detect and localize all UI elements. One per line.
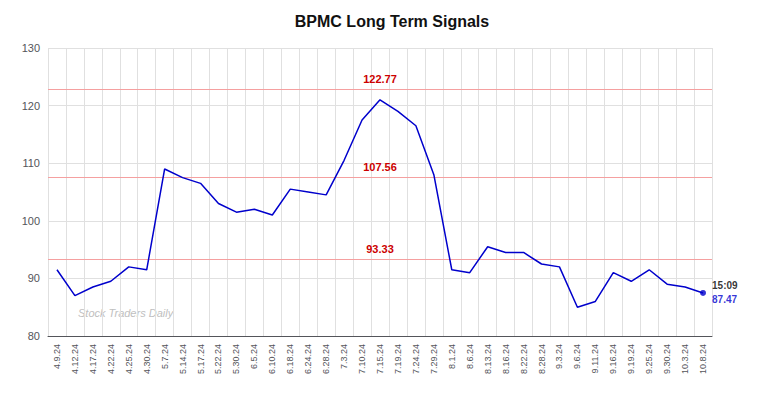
svg-text:87.47: 87.47 [712,294,737,305]
svg-text:7.15.24: 7.15.24 [375,344,385,374]
svg-text:9.3.24: 9.3.24 [554,344,564,369]
svg-text:90: 90 [28,272,40,284]
svg-text:4.25.24: 4.25.24 [124,344,134,374]
svg-text:10.8.24: 10.8.24 [698,344,708,374]
svg-text:5.17.24: 5.17.24 [196,344,206,374]
svg-text:9.6.24: 9.6.24 [572,344,582,369]
svg-text:9.25.24: 9.25.24 [644,344,654,374]
svg-text:15:09: 15:09 [712,280,738,291]
svg-text:4.17.24: 4.17.24 [88,344,98,374]
svg-text:Stock Traders Daily: Stock Traders Daily [78,307,175,319]
svg-text:6.10.24: 6.10.24 [267,344,277,374]
svg-text:6.28.24: 6.28.24 [321,344,331,374]
svg-text:107.56: 107.56 [363,161,397,173]
svg-text:9.16.24: 9.16.24 [608,344,618,374]
svg-text:BPMC Long Term Signals: BPMC Long Term Signals [295,13,489,30]
svg-text:130: 130 [22,42,40,54]
svg-text:110: 110 [22,157,40,169]
svg-text:4.12.24: 4.12.24 [70,344,80,374]
svg-text:8.1.24: 8.1.24 [447,344,457,369]
svg-text:6.5.24: 6.5.24 [249,344,259,369]
svg-text:4.30.24: 4.30.24 [142,344,152,374]
svg-text:8.16.24: 8.16.24 [501,344,511,374]
svg-text:80: 80 [28,330,40,342]
svg-text:9.19.24: 9.19.24 [626,344,636,374]
svg-text:7.10.24: 7.10.24 [357,344,367,374]
svg-text:5.14.24: 5.14.24 [178,344,188,374]
svg-text:6.18.24: 6.18.24 [285,344,295,374]
svg-text:5.22.24: 5.22.24 [213,344,223,374]
svg-text:8.28.24: 8.28.24 [537,344,547,374]
svg-text:122.77: 122.77 [363,73,397,85]
svg-text:10.3.24: 10.3.24 [680,344,690,374]
svg-text:9.30.24: 9.30.24 [662,344,672,374]
svg-text:8.6.24: 8.6.24 [465,344,475,369]
svg-text:5.30.24: 5.30.24 [231,344,241,374]
svg-text:8.22.24: 8.22.24 [519,344,529,374]
svg-text:7.29.24: 7.29.24 [429,344,439,374]
svg-text:7.24.24: 7.24.24 [411,344,421,374]
svg-text:7.3.24: 7.3.24 [339,344,349,369]
svg-text:6.24.24: 6.24.24 [303,344,313,374]
svg-text:8.13.24: 8.13.24 [483,344,493,374]
svg-text:4.22.24: 4.22.24 [106,344,116,374]
svg-text:9.11.24: 9.11.24 [590,344,600,373]
svg-text:120: 120 [22,100,40,112]
svg-text:5.7.24: 5.7.24 [160,344,170,369]
svg-text:93.33: 93.33 [366,243,394,255]
svg-text:100: 100 [22,215,40,227]
svg-text:7.19.24: 7.19.24 [393,344,403,374]
svg-text:4.9.24: 4.9.24 [52,344,62,369]
